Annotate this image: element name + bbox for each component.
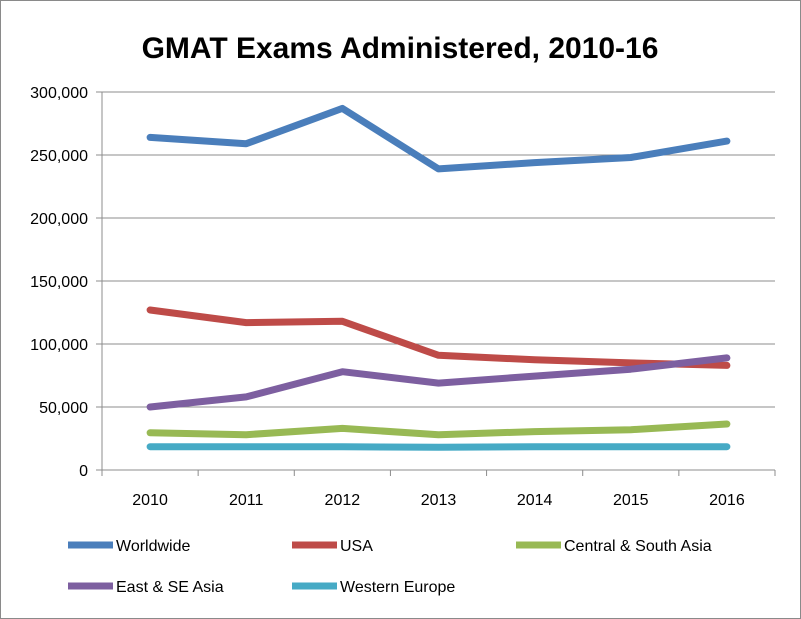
x-axis-ticks: 2010 2011 2012 2013 2014 2015 2016 (101, 470, 776, 509)
x-tick-label: 2015 (613, 492, 649, 509)
y-tick-label: 100,000 (30, 337, 88, 354)
chart-title: GMAT Exams Administered, 2010-16 (142, 32, 659, 65)
y-tick-label: 150,000 (30, 274, 88, 291)
y-tick-label: 250,000 (30, 148, 88, 165)
x-tick-label: 2012 (325, 492, 361, 509)
legend-label: Central & South Asia (564, 538, 712, 555)
legend: Worldwide USA Central & South Asia East & S… (68, 538, 712, 596)
legend-label: Worldwide (116, 538, 191, 555)
legend-label: East & SE Asia (116, 579, 224, 596)
x-tick-label: 2011 (229, 492, 264, 509)
series-line-worldwide (146, 104, 731, 173)
gridlines (102, 91, 775, 408)
series-line-usa (146, 306, 731, 369)
legend-label: Western Europe (340, 579, 455, 596)
x-tick-label: 2013 (421, 492, 457, 509)
x-tick-label: 2010 (132, 492, 168, 509)
legend-label: USA (340, 538, 373, 555)
series-lines (146, 104, 731, 451)
y-tick-label: 50,000 (39, 400, 88, 417)
series-line-western-europe (146, 443, 731, 451)
y-tick-label: 200,000 (30, 211, 88, 228)
y-axis-ticks: 0 50,000 100,000 150,000 200,000 250,000 300,0… (30, 85, 102, 480)
series-line-east-se-asia (146, 354, 731, 411)
y-tick-label: 300,000 (30, 85, 88, 102)
y-tick-label: 0 (79, 463, 88, 480)
series-line-central-south-asia (146, 420, 731, 439)
x-tick-label: 2014 (517, 492, 553, 509)
x-tick-label: 2016 (709, 492, 745, 509)
